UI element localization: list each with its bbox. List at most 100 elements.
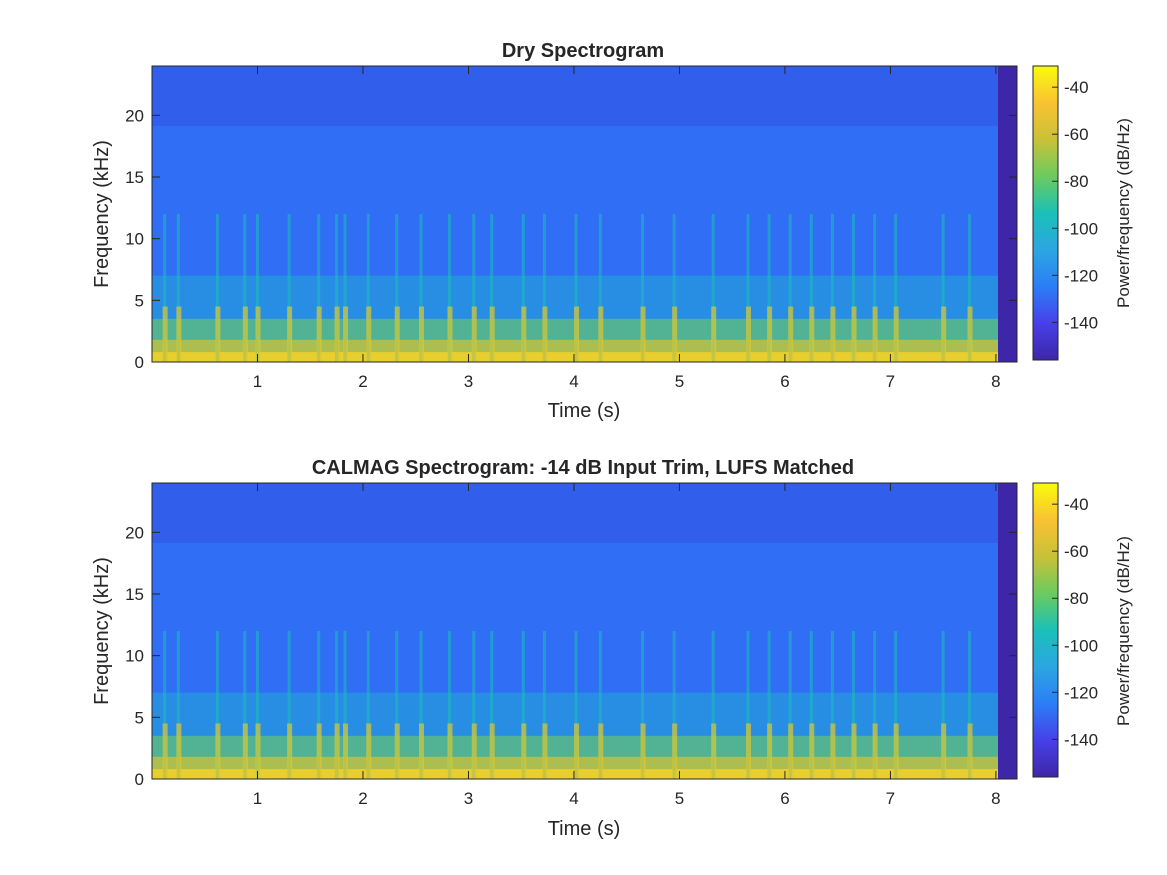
onset-streak [176, 214, 180, 362]
x-tick-label: 7 [886, 372, 895, 391]
onset-streak [366, 631, 370, 779]
colorbar-tick-label: -60 [1064, 542, 1089, 561]
onset-streak [968, 214, 972, 362]
onset-core [316, 306, 322, 362]
onset-core [447, 306, 453, 362]
onset-streak [830, 631, 834, 779]
onset-core [242, 306, 248, 362]
onset-streak [851, 631, 855, 779]
onset-core [366, 306, 372, 362]
onset-core [162, 723, 168, 779]
onset-core [967, 723, 973, 779]
x-axis-label: Time (s) [548, 818, 621, 840]
onset-streak [767, 631, 771, 779]
x-ticks: 1 2 3 4 5 6 7 8 [253, 66, 1001, 391]
y-tick-label: 0 [135, 770, 144, 789]
colorbar-tick-label: -140 [1064, 313, 1098, 332]
colorbar [1032, 482, 1059, 778]
onset-core [176, 306, 182, 362]
onset-core [255, 723, 261, 779]
onset-core [767, 723, 773, 779]
colorbar-tick-label: -120 [1064, 683, 1098, 702]
onset-streak [215, 214, 219, 362]
y-ticks: 0 5 10 15 20 [125, 523, 1017, 789]
onset-streak [243, 214, 247, 362]
onset-streak [598, 214, 602, 362]
onset-core [830, 723, 836, 779]
onset-streak [490, 214, 494, 362]
x-tick-label: 8 [991, 789, 1000, 808]
onset-core [893, 723, 899, 779]
chart-title: Dry Spectrogram [502, 40, 664, 62]
colorbar-label: Power/frequency (dB/Hz) [1114, 118, 1133, 308]
onset-streak [176, 631, 180, 779]
y-tick-label: 15 [125, 168, 144, 187]
onset-core [394, 723, 400, 779]
colorbar-ticks: -40 -60 -80 -100 -120 -140 [1052, 78, 1098, 332]
onset-core [640, 723, 646, 779]
onset-streak [574, 214, 578, 362]
onset-streak [287, 214, 291, 362]
onset-streak [163, 214, 167, 362]
onset-core [471, 306, 477, 362]
onset-streak [395, 214, 399, 362]
y-tick-label: 10 [125, 230, 144, 249]
x-tick-label: 3 [464, 789, 473, 808]
x-tick-label: 8 [991, 372, 1000, 391]
x-ticks: 1 2 3 4 5 6 7 8 [253, 483, 1001, 808]
silent-tail [998, 66, 1017, 362]
onset-core [711, 306, 717, 362]
colorbar-tick-label: -40 [1064, 495, 1089, 514]
onset-core [242, 723, 248, 779]
onset-core [215, 306, 221, 362]
onset-core [598, 723, 604, 779]
onset-core [542, 306, 548, 362]
panel-dry: Dry Spectrogram 1 2 3 4 5 6 7 8 0 5 10 15 20 Time (… [91, 40, 1133, 422]
colorbar-tick-label: -100 [1064, 636, 1098, 655]
onset-core [672, 306, 678, 362]
onset-streak [767, 214, 771, 362]
y-tick-label: 20 [125, 523, 144, 542]
onset-streak [317, 214, 321, 362]
onset-core [489, 723, 495, 779]
onset-streak [830, 214, 834, 362]
onset-streak [711, 214, 715, 362]
onset-core [287, 306, 293, 362]
onset-streak [809, 631, 813, 779]
onset-core [746, 723, 752, 779]
plot-top-band [152, 483, 1017, 543]
x-tick-label: 5 [675, 372, 684, 391]
plot-frame [151, 482, 1018, 780]
onset-core [711, 723, 717, 779]
colorbar-label: Power/frequency (dB/Hz) [1114, 536, 1133, 726]
y-tick-label: 5 [135, 291, 144, 310]
onset-streak [894, 631, 898, 779]
x-tick-label: 6 [780, 789, 789, 808]
onset-streak [968, 631, 972, 779]
onset-core [574, 723, 580, 779]
onset-streak [672, 214, 676, 362]
onset-core [343, 723, 349, 779]
onset-core [788, 306, 794, 362]
onset-core [809, 306, 815, 362]
onset-streak [163, 631, 167, 779]
onset-core [176, 723, 182, 779]
colorbar-tick-label: -80 [1064, 589, 1089, 608]
onset-streak [395, 631, 399, 779]
onset-core [941, 306, 947, 362]
onset-core [162, 306, 168, 362]
x-axis-label: Time (s) [548, 400, 621, 422]
onset-core [672, 723, 678, 779]
onset-streak [447, 214, 451, 362]
onset-streak [873, 214, 877, 362]
onset-core [893, 306, 899, 362]
onset-core [521, 723, 527, 779]
x-tick-label: 1 [253, 789, 262, 808]
y-ticks: 0 5 10 15 20 [125, 106, 1017, 372]
chart-title: CALMAG Spectrogram: -14 dB Input Trim, L… [312, 457, 854, 479]
spectrogram-image [152, 483, 1017, 779]
onset-core [418, 306, 424, 362]
onset-core [521, 306, 527, 362]
onset-core [215, 723, 221, 779]
